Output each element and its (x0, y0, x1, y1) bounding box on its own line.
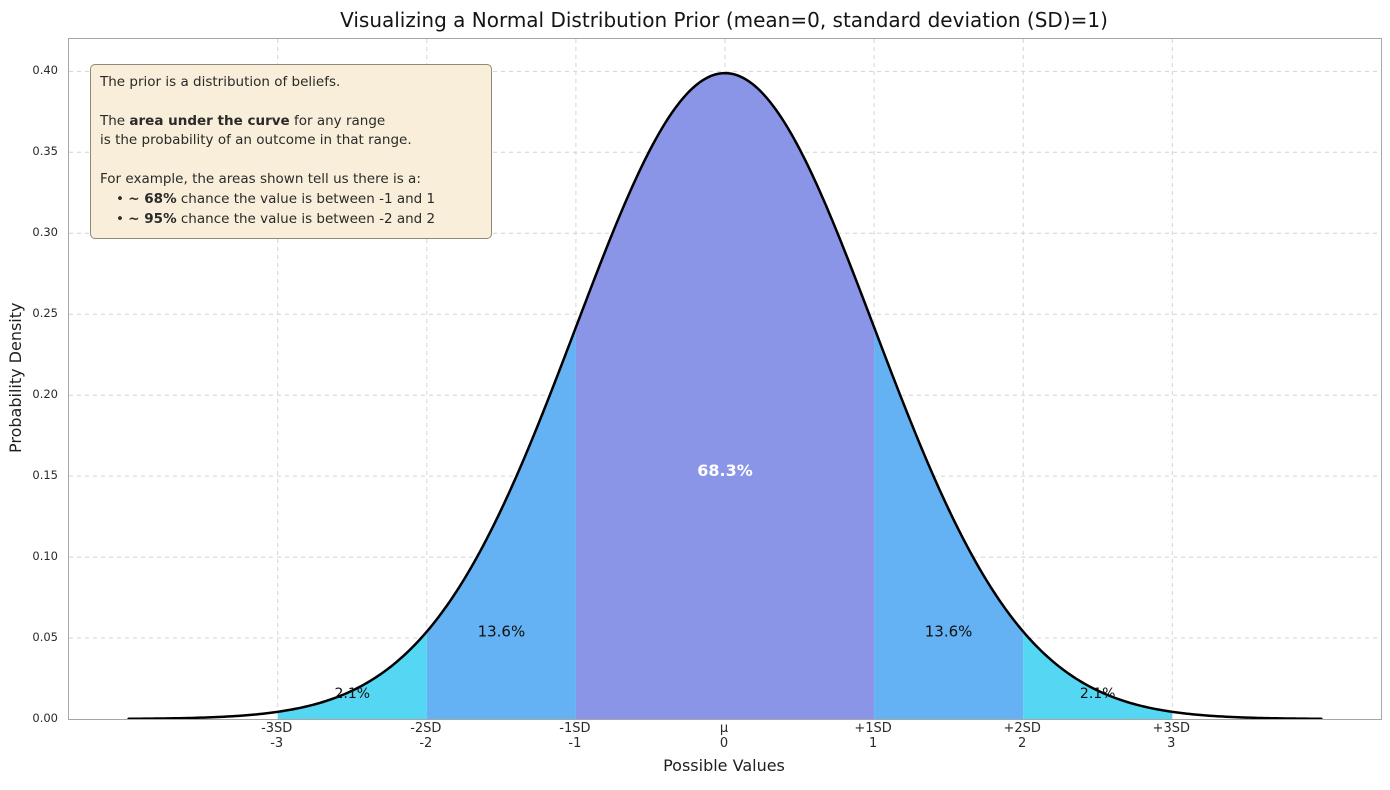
y-tick-label: 0.20 (32, 387, 58, 402)
y-tick-label: 0.40 (32, 63, 58, 78)
note-text: chance the value is between -1 and 1 (176, 190, 436, 207)
x-tick-value: -1 (568, 736, 582, 752)
note-bullet: • ~ 68% chance the value is between -1 a… (100, 190, 482, 210)
y-tick-label: 0.10 (32, 549, 58, 564)
y-tick-label: 0.25 (32, 306, 58, 321)
shaded-region (1023, 631, 1173, 719)
y-tick-label: 0.15 (32, 468, 58, 483)
note-bullet: • ~ 95% chance the value is between -2 a… (100, 210, 482, 230)
note-text: The (100, 112, 130, 129)
x-tick-label: -2SD -2 (381, 721, 471, 752)
note-paragraph: The prior is a distribution of beliefs. (100, 73, 482, 93)
normal-curve-chart: 2.1% 13.6% 68.3% 13.6% 2.1% (69, 39, 1381, 719)
x-tick-sd-label: -2SD (410, 721, 442, 736)
annotation-box: The prior is a distribution of beliefs. … (90, 64, 492, 240)
region-label: 13.6% (925, 622, 973, 640)
x-tick-value: 0 (719, 736, 729, 752)
note-text: is the probability of an outcome in that… (100, 132, 412, 149)
x-axis-label: Possible Values (663, 756, 785, 775)
distribution-curve (127, 71, 1323, 719)
region-label: 2.1% (335, 686, 371, 702)
x-tick-label: -3SD -3 (232, 721, 322, 752)
y-tick-label: 0.00 (32, 711, 58, 725)
x-tick-label: +2SD 2 (977, 721, 1067, 752)
region-label: 2.1% (1080, 686, 1116, 702)
y-tick-label: 0.35 (32, 144, 58, 159)
x-tick-sd-label: μ (719, 721, 729, 736)
x-tick-value: -3 (270, 736, 284, 752)
bullet-icon: • (116, 210, 129, 227)
y-tick-label: 0.30 (32, 225, 58, 240)
x-tick-labels: -3SD -3 -2SD -2 -1SD -1 μ 0 +1SD 1 +2SD 2 +3SD 3 (68, 721, 1380, 755)
note-paragraph: For example, the areas shown tell us the… (100, 170, 482, 229)
x-tick-value: 1 (868, 736, 878, 752)
x-tick-label: +3SD 3 (1126, 721, 1216, 752)
x-tick-sd-label: -1SD (559, 721, 591, 736)
x-tick-sd-label: +2SD (1003, 721, 1041, 736)
region-label: 13.6% (478, 622, 526, 640)
shaded-region (277, 631, 427, 719)
x-tick-value: 2 (1018, 736, 1027, 752)
note-bold-text: ~ 68% (128, 190, 177, 207)
y-tick-labels: 0.00 0.05 0.10 0.15 0.20 0.25 0.30 0.35 0.40 (0, 38, 62, 725)
x-tick-value: -2 (419, 736, 433, 752)
note-text: For example, the areas shown tell us the… (100, 171, 421, 188)
x-tick-label: +1SD 1 (828, 721, 918, 752)
note-text: chance the value is between -2 and 2 (176, 210, 436, 227)
shaded-region (575, 73, 875, 719)
note-text: for any range (289, 112, 386, 129)
region-label: 68.3% (697, 461, 753, 480)
y-tick-label: 0.05 (32, 630, 58, 645)
x-tick-sd-label: +3SD (1152, 721, 1190, 736)
note-bold-text: area under the curve (129, 112, 290, 129)
x-tick-value: 3 (1167, 736, 1176, 752)
note-paragraph: The area under the curve for any range is… (100, 112, 482, 151)
note-text: The prior is a distribution of beliefs. (100, 74, 341, 90)
bullet-icon: • (116, 190, 129, 207)
page-title: Visualizing a Normal Distribution Prior … (340, 8, 1108, 32)
plot-area: 2.1% 13.6% 68.3% 13.6% 2.1% (68, 38, 1382, 720)
x-tick-sd-label: -3SD (261, 721, 293, 736)
x-tick-sd-label: +1SD (854, 721, 892, 736)
note-bold-text: ~ 95% (128, 210, 177, 227)
x-tick-label: -1SD -1 (530, 721, 620, 752)
